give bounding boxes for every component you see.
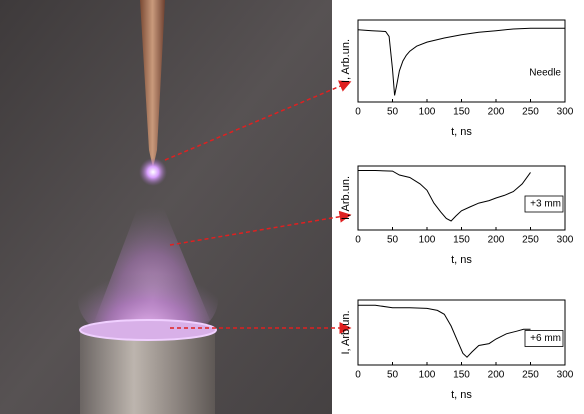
annotation: +3 mm [530, 199, 561, 210]
figure: 0 50 100 150 200 250 300 t, ns I, Arb.un. Needle 0… [0, 0, 584, 414]
x-tick-label: 200 [488, 107, 505, 118]
y-axis-label: I, Arb.un. [340, 310, 352, 354]
x-tick-label: 250 [522, 370, 539, 381]
x-tick-label: 50 [387, 235, 399, 246]
x-tick-label: 50 [387, 370, 399, 381]
x-tick-label: 250 [522, 107, 539, 118]
y-axis-label: I, Arb.un. [340, 39, 352, 83]
trace [358, 305, 531, 357]
x-tick-label: 300 [557, 107, 574, 118]
plot-frame [358, 20, 565, 102]
annotation: Needle [529, 68, 561, 79]
annotation: +6 mm [530, 333, 561, 344]
x-tick-label: 150 [453, 107, 470, 118]
x-axis-label: t, ns [451, 254, 472, 266]
x-tick-label: 50 [387, 107, 399, 118]
x-tick-label: 0 [355, 235, 361, 246]
photo [0, 0, 332, 414]
x-tick-label: 300 [557, 370, 574, 381]
x-tick-label: 300 [557, 235, 574, 246]
x-tick-label: 0 [355, 370, 361, 381]
y-axis-label: I, Arb.un. [340, 176, 352, 220]
x-tick-label: 0 [355, 107, 361, 118]
x-tick-label: 100 [419, 235, 436, 246]
trace [358, 171, 531, 222]
x-tick-label: 100 [419, 107, 436, 118]
x-tick-label: 150 [453, 370, 470, 381]
x-axis-label: t, ns [451, 126, 472, 138]
x-tick-label: 150 [453, 235, 470, 246]
x-tick-label: 200 [488, 370, 505, 381]
x-axis-label: t, ns [451, 389, 472, 401]
x-tick-label: 200 [488, 235, 505, 246]
x-tick-label: 250 [522, 235, 539, 246]
trace [358, 28, 565, 95]
x-tick-label: 100 [419, 370, 436, 381]
